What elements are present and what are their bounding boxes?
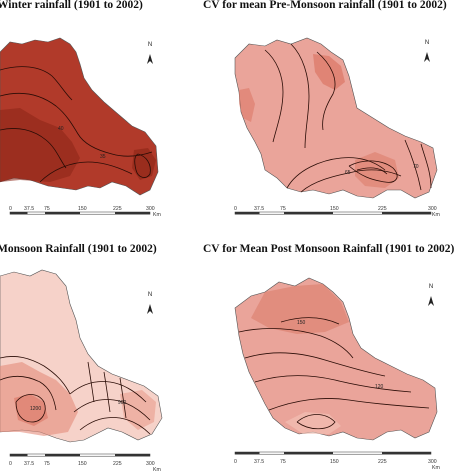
north-label: N [147,292,153,298]
contour-line [404,139,422,191]
contour-line [0,92,153,157]
contour-line [238,328,354,359]
contour-label: 120 [375,384,384,390]
contour-line [264,49,284,143]
north-arrow-icon [424,52,430,62]
contour-line [69,381,147,403]
contour-label: 1200 [30,406,41,412]
contour-line [286,157,386,189]
contour-line [300,169,402,193]
map-pre-monsoon: 65 70 [234,37,438,215]
contour-line [79,417,151,435]
contour-line [290,43,310,149]
contour-line [356,167,388,175]
panel-title-post-monsoon: CV for Mean Post Monsoon Rainfall (1901 … [203,243,455,255]
north-label: N [424,40,430,46]
north-arrow-icon [428,296,434,306]
contour-line [420,143,432,189]
map-monsoon: 1200 900 [0,269,163,457]
scale-bar [9,453,151,457]
contour-line [348,160,398,183]
region-shape [234,37,438,199]
contour-line [87,361,95,403]
contour-line [280,317,340,325]
north-label: N [428,284,434,290]
map-post-monsoon: 150 120 [234,277,438,455]
contour-line [296,414,336,430]
contour-label: 35 [100,154,106,160]
contour-line [73,399,151,421]
north-arrow-icon [147,54,153,64]
north-arrow-icon [147,304,153,314]
scale-bar [234,211,432,215]
scale-bar [9,211,151,215]
contour-line [268,398,430,411]
darker-zone [313,54,345,90]
contour-line [254,375,412,393]
scale-bar [234,451,432,455]
contour-line [244,352,386,377]
contour-line [39,161,133,183]
contour-label: 40 [58,126,64,132]
contour-line [134,153,151,178]
panel-title-winter: Winter rainfall (1901 to 2002) [0,0,143,11]
contour-line [15,394,46,423]
darker-zone [14,394,48,426]
darker-zone [239,88,255,122]
contour-line [119,377,127,419]
contour-line [0,66,73,101]
panel-title-pre-monsoon: CV for mean Pre-Monsoon rainfall (1901 t… [203,0,447,11]
contour-line [0,376,57,411]
panel-title-monsoon: Monsoon Rainfall (1901 to 2002) [0,243,157,255]
map-winter: 40 35 [0,37,159,215]
contour-line [0,128,67,169]
north-label: N [147,42,153,48]
contour-label: 150 [297,320,306,326]
contour-line [103,371,111,413]
contour-label: 900 [118,400,127,406]
contour-label: 70 [413,164,419,170]
contour-line [316,51,336,131]
darker-zone [251,284,349,334]
darker-zone [0,108,80,182]
contour-label: 65 [345,170,351,176]
darker-zone [285,412,341,434]
contour-line [0,356,71,395]
